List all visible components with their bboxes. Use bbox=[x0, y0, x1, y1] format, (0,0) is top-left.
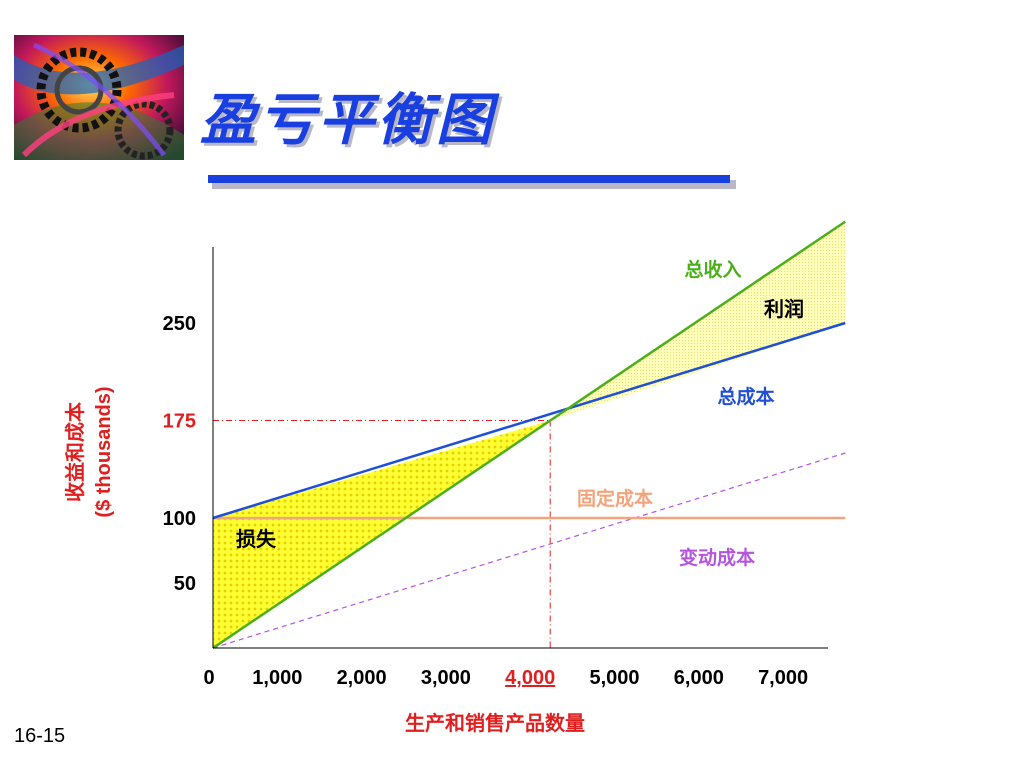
y-tick-label: 250 bbox=[163, 313, 196, 335]
x-tick-label: 6,000 bbox=[674, 667, 724, 689]
y-axis-unit: ($ thousands) bbox=[93, 386, 115, 517]
x-tick-label: 0 bbox=[203, 667, 214, 689]
total-cost-line bbox=[212, 321, 846, 520]
loss-region-label: 损失 bbox=[236, 527, 277, 551]
fixed-cost-label: 固定成本 bbox=[577, 487, 653, 510]
total-revenue-line bbox=[212, 220, 846, 650]
x-axis-title: 生产和销售产品数量 bbox=[405, 711, 585, 735]
total-cost-label: 总成本 bbox=[717, 385, 774, 408]
x-tick-label: 1,000 bbox=[252, 667, 302, 689]
variable-cost-line bbox=[212, 452, 846, 649]
total-revenue-label: 总收入 bbox=[684, 258, 741, 281]
y-tick-label: 50 bbox=[174, 573, 196, 595]
decorative-logo-image bbox=[14, 35, 184, 160]
x-tick-label: 4,000 bbox=[505, 667, 555, 689]
slide-number: 16-15 bbox=[14, 725, 66, 747]
y-axis-title: 收益和成本 bbox=[63, 402, 87, 502]
profit-region-label: 利润 bbox=[764, 297, 804, 321]
x-tick-label: 3,000 bbox=[421, 667, 471, 689]
title-underline-shadow bbox=[212, 180, 736, 189]
variable-cost-label: 变动成本 bbox=[679, 546, 755, 569]
x-tick-label: 5,000 bbox=[589, 667, 639, 689]
title-underline bbox=[208, 175, 730, 183]
x-tick-label: 2,000 bbox=[337, 667, 387, 689]
slide-title: 盈亏平衡图 bbox=[200, 87, 495, 153]
y-tick-label: 175 bbox=[163, 411, 196, 433]
x-tick-label: 7,000 bbox=[758, 667, 808, 689]
y-tick-label: 100 bbox=[163, 508, 196, 530]
